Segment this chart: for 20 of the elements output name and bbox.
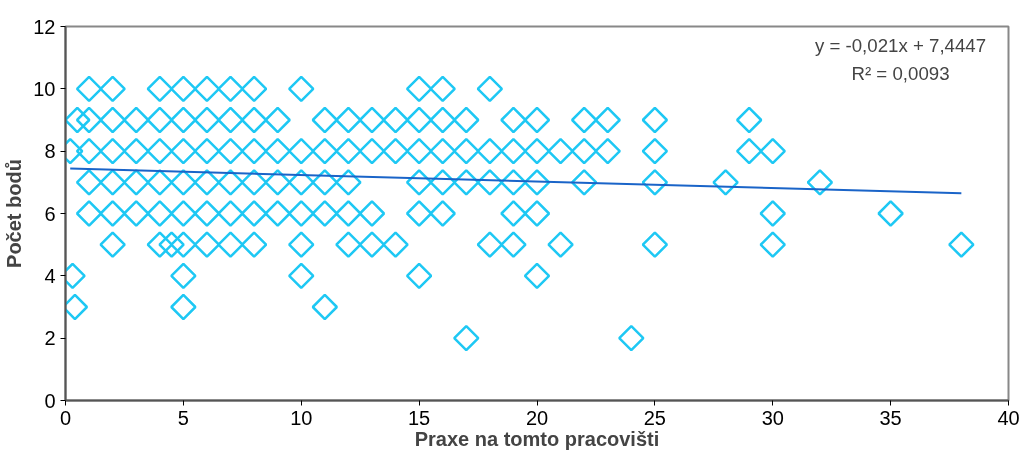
y-tick-label: 4 <box>44 264 56 287</box>
x-tick-label: 25 <box>643 406 666 429</box>
y-tick-label: 6 <box>44 202 56 225</box>
x-tick-label: 40 <box>997 406 1020 429</box>
y-tick-label: 10 <box>33 77 56 100</box>
x-tick-label: 0 <box>59 406 72 429</box>
x-tick-label: 35 <box>879 406 902 429</box>
x-tick-label: 15 <box>408 406 431 429</box>
y-tick-label: 2 <box>44 327 56 350</box>
x-tick-label: 10 <box>290 406 313 429</box>
y-tick-label: 12 <box>33 15 56 38</box>
annotation: y = -0,021x + 7,4447 <box>814 34 987 56</box>
y-tick-label: 8 <box>44 140 56 163</box>
y-axis-title: Počet bodů <box>3 159 26 268</box>
y-tick-label: 0 <box>44 389 56 412</box>
x-tick-label: 30 <box>761 406 784 429</box>
x-axis-title: Praxe na tomto pracovišti <box>414 427 660 450</box>
annotation: R² = 0,0093 <box>851 62 950 84</box>
x-tick-label: 20 <box>525 406 549 429</box>
x-tick-label: 5 <box>177 406 189 429</box>
